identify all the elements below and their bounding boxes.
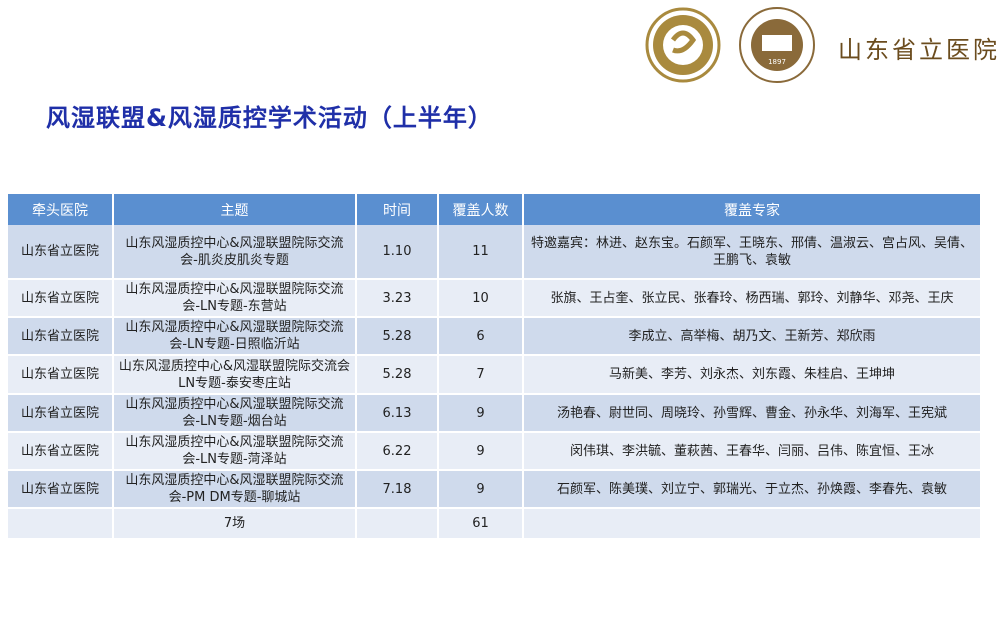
cell-hospital: 山东省立医院 <box>8 225 114 280</box>
hospital-logo-text: 山东省立医院 <box>838 36 1000 64</box>
alliance-seal-icon <box>645 7 721 83</box>
header-date: 时间 <box>356 194 439 225</box>
table-row: 山东省立医院 山东风湿质控中心&风湿联盟院际交流会LN专题-泰安枣庄站 5.28 7 马… <box>8 355 982 395</box>
table-row: 山东省立医院 山东风湿质控中心&风湿联盟院际交流会-LN专题-菏泽站 6.22 9 闵伟… <box>8 432 982 471</box>
cell-topic: 山东风湿质控中心&风湿联盟院际交流会-LN专题-菏泽站 <box>113 432 357 471</box>
total-cell: 61 <box>438 508 524 540</box>
table-row: 山东省立医院 山东风湿质控中心&风湿联盟院际交流会-肌炎皮肌炎专题 1.10 11 特邀… <box>8 225 982 280</box>
cell-count: 9 <box>438 432 524 471</box>
cell-date: 6.22 <box>356 432 439 471</box>
hospital-seal-icon: 1897 <box>739 7 815 83</box>
total-cell: 7场 <box>113 508 357 540</box>
cell-date: 6.13 <box>356 394 439 433</box>
cell-count: 9 <box>438 394 524 433</box>
cell-hospital: 山东省立医院 <box>8 394 114 433</box>
cell-date: 7.18 <box>356 470 439 509</box>
cell-topic: 山东风湿质控中心&风湿联盟院际交流会-肌炎皮肌炎专题 <box>113 225 357 280</box>
header-hospital: 牵头医院 <box>8 194 114 225</box>
table-row: 山东省立医院 山东风湿质控中心&风湿联盟院际交流会-PM DM专题-聊城站 7.18… <box>8 470 982 509</box>
header-topic: 主题 <box>113 194 357 225</box>
cell-date: 5.28 <box>356 317 439 356</box>
cell-experts: 李成立、高举梅、胡乃文、王新芳、郑欣雨 <box>523 317 982 356</box>
total-cell <box>356 508 439 540</box>
cell-hospital: 山东省立医院 <box>8 432 114 471</box>
cell-count: 7 <box>438 355 524 395</box>
cell-count: 10 <box>438 279 524 318</box>
cell-experts: 闵伟琪、李洪毓、董萩茜、王春华、闫丽、吕伟、陈宜恒、王冰 <box>523 432 982 471</box>
cell-topic: 山东风湿质控中心&风湿联盟院际交流会-LN专题-烟台站 <box>113 394 357 433</box>
header-experts: 覆盖专家 <box>523 194 982 225</box>
cell-hospital: 山东省立医院 <box>8 355 114 395</box>
cell-date: 5.28 <box>356 355 439 395</box>
hospital-logos: 1897 <box>640 0 1000 90</box>
activity-table: 牵头医院 主题 时间 覆盖人数 覆盖专家 山东省立医院 山东风湿质控中心&风湿联盟… <box>8 194 982 540</box>
total-cell <box>523 508 982 540</box>
cell-experts: 石颜军、陈美璞、刘立宁、郭瑞光、于立杰、孙焕霞、李春先、袁敏 <box>523 470 982 509</box>
table-row: 山东省立医院 山东风湿质控中心&风湿联盟院际交流会-LN专题-烟台站 6.13 9 汤艳… <box>8 394 982 433</box>
table-row: 山东省立医院 山东风湿质控中心&风湿联盟院际交流会-LN专题-日照临沂站 5.28 6… <box>8 317 982 356</box>
page-title: 风湿联盟&风湿质控学术活动（上半年） <box>46 104 493 132</box>
total-cell <box>8 508 114 540</box>
cell-date: 1.10 <box>356 225 439 280</box>
cell-topic: 山东风湿质控中心&风湿联盟院际交流会-LN专题-日照临沂站 <box>113 317 357 356</box>
cell-experts: 汤艳春、尉世同、周晓玲、孙雪辉、曹金、孙永华、刘海军、王宪斌 <box>523 394 982 433</box>
cell-hospital: 山东省立医院 <box>8 279 114 318</box>
cell-experts: 马新美、李芳、刘永杰、刘东霞、朱桂启、王坤坤 <box>523 355 982 395</box>
cell-date: 3.23 <box>356 279 439 318</box>
cell-hospital: 山东省立医院 <box>8 317 114 356</box>
cell-topic: 山东风湿质控中心&风湿联盟院际交流会-PM DM专题-聊城站 <box>113 470 357 509</box>
cell-experts: 特邀嘉宾：林进、赵东宝。石颜军、王晓东、邢倩、温淑云、宫占风、吴倩、王鹏飞、袁敏 <box>523 225 982 280</box>
header-count: 覆盖人数 <box>438 194 524 225</box>
cell-hospital: 山东省立医院 <box>8 470 114 509</box>
cell-topic: 山东风湿质控中心&风湿联盟院际交流会-LN专题-东营站 <box>113 279 357 318</box>
cell-experts: 张旗、王占奎、张立民、张春玲、杨西瑞、郭玲、刘静华、邓尧、王庆 <box>523 279 982 318</box>
cell-count: 9 <box>438 470 524 509</box>
cell-count: 6 <box>438 317 524 356</box>
cell-count: 11 <box>438 225 524 280</box>
total-row: 7场 61 <box>8 508 982 540</box>
svg-text:1897: 1897 <box>768 58 786 66</box>
table-row: 山东省立医院 山东风湿质控中心&风湿联盟院际交流会-LN专题-东营站 3.23 10 张… <box>8 279 982 318</box>
cell-topic: 山东风湿质控中心&风湿联盟院际交流会LN专题-泰安枣庄站 <box>113 355 357 395</box>
